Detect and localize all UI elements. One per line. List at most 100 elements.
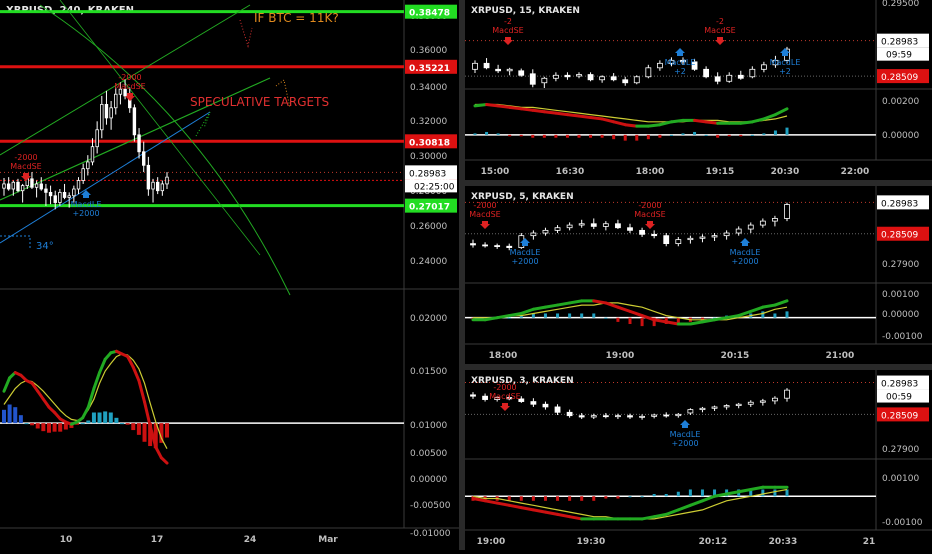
candle[interactable] [699, 236, 706, 239]
candle[interactable] [95, 129, 99, 148]
candle[interactable] [39, 183, 43, 190]
candle[interactable] [495, 68, 502, 72]
candle[interactable] [146, 164, 151, 190]
candle[interactable] [714, 76, 721, 82]
candle[interactable] [109, 107, 113, 119]
candle[interactable] [62, 191, 67, 198]
candle[interactable] [711, 406, 718, 409]
candle[interactable] [72, 188, 76, 197]
candle[interactable] [90, 146, 95, 163]
candle[interactable] [530, 232, 537, 237]
candle[interactable] [529, 73, 536, 85]
candle[interactable] [610, 76, 617, 81]
candle[interactable] [160, 183, 165, 192]
candle[interactable] [735, 403, 742, 406]
candle[interactable] [578, 223, 585, 226]
candle[interactable] [16, 181, 20, 192]
candle[interactable] [759, 400, 766, 403]
candle[interactable] [554, 227, 561, 231]
candle[interactable] [687, 237, 694, 241]
candle[interactable] [518, 398, 525, 402]
candle[interactable] [615, 415, 621, 418]
candle[interactable] [737, 74, 744, 79]
chart-3-svg[interactable]: 0.27900 0.00100 -0.00100 19:00 19:30 20:12 20:… [465, 370, 932, 550]
candle[interactable] [518, 70, 525, 76]
candle[interactable] [726, 74, 733, 82]
candle[interactable] [494, 245, 501, 247]
candle[interactable] [627, 227, 633, 231]
candle[interactable] [645, 67, 652, 78]
candle[interactable] [542, 229, 549, 234]
candle[interactable] [651, 414, 658, 417]
candle[interactable] [67, 195, 71, 198]
candle[interactable] [590, 223, 597, 227]
candle[interactable] [590, 415, 597, 418]
candle[interactable] [151, 181, 155, 190]
candle[interactable] [482, 244, 488, 247]
chart-panel-240[interactable]: 0.380000.360000.340000.320000.300000.280… [0, 0, 459, 550]
candle[interactable] [165, 176, 169, 185]
candle[interactable] [506, 68, 513, 72]
candle[interactable] [53, 195, 57, 203]
candle[interactable] [114, 93, 118, 109]
candle[interactable] [100, 103, 104, 131]
candle[interactable] [691, 61, 698, 70]
candle[interactable] [687, 409, 694, 414]
candle[interactable] [506, 245, 513, 248]
candle[interactable] [30, 178, 34, 188]
candle[interactable] [599, 76, 606, 81]
candle[interactable] [675, 239, 682, 245]
chart-5-svg[interactable]: 0.27900 0.00100 0.00000 -0.00100 18:00 19:00 2… [465, 186, 932, 364]
candle[interactable] [784, 204, 790, 219]
candle[interactable] [137, 134, 141, 153]
candle[interactable] [86, 161, 90, 170]
candle[interactable] [680, 59, 686, 63]
candle[interactable] [656, 62, 663, 69]
candle[interactable] [602, 415, 609, 418]
candle[interactable] [552, 74, 559, 79]
candle[interactable] [2, 183, 6, 189]
chart-panel-5[interactable]: 0.27900 0.00100 0.00000 -0.00100 18:00 19:00 2… [465, 186, 932, 364]
candle[interactable] [483, 62, 490, 69]
candle[interactable] [723, 232, 730, 237]
candle[interactable] [615, 223, 621, 229]
chart-panel-3[interactable]: 0.27900 0.00100 -0.00100 19:00 19:30 20:12 20:… [465, 370, 932, 550]
candle[interactable] [735, 228, 742, 234]
candle[interactable] [747, 224, 754, 230]
candle[interactable] [20, 185, 25, 192]
candle[interactable] [627, 415, 633, 418]
candle[interactable] [668, 59, 675, 64]
candle[interactable] [747, 401, 754, 405]
candle[interactable] [639, 229, 645, 235]
candle[interactable] [554, 406, 561, 413]
candle[interactable] [576, 74, 582, 77]
candle[interactable] [118, 88, 123, 95]
candle[interactable] [633, 76, 640, 84]
candle[interactable] [44, 188, 48, 193]
candle[interactable] [651, 233, 658, 237]
candle[interactable] [142, 151, 146, 166]
candle[interactable] [76, 180, 81, 190]
candle[interactable] [772, 59, 779, 66]
candle[interactable] [772, 397, 778, 402]
candle[interactable] [48, 191, 53, 197]
candle[interactable] [663, 235, 670, 245]
candle[interactable] [622, 79, 629, 84]
candle[interactable] [675, 413, 682, 417]
chart-240-svg[interactable]: 0.380000.360000.340000.320000.300000.280… [0, 0, 459, 550]
candle[interactable] [759, 220, 766, 226]
chart-15-svg[interactable]: 0.29500 0.00200 0.00000 15:00 16:30 18:00 19:1… [465, 0, 932, 180]
candle[interactable] [578, 415, 585, 418]
candle[interactable] [155, 181, 160, 192]
candle[interactable] [784, 389, 790, 399]
candle[interactable] [58, 191, 62, 203]
candle[interactable] [541, 77, 548, 84]
candle[interactable] [772, 218, 778, 222]
candle[interactable] [506, 397, 513, 400]
candle[interactable] [472, 62, 478, 70]
candle[interactable] [699, 407, 706, 411]
candle[interactable] [494, 397, 501, 400]
candle[interactable] [639, 415, 645, 418]
candle[interactable] [132, 107, 137, 136]
candle[interactable] [470, 243, 476, 246]
